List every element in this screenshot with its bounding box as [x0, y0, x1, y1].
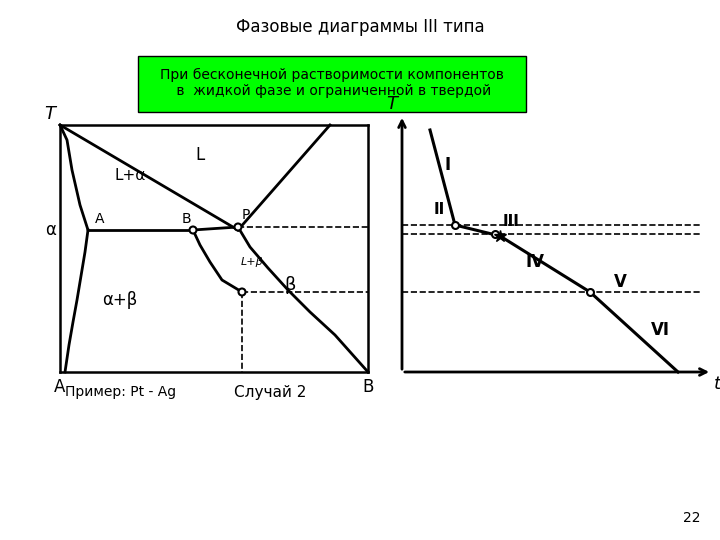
Text: β: β — [284, 276, 296, 294]
Text: Случай 2: Случай 2 — [234, 385, 306, 400]
Text: T: T — [386, 95, 397, 113]
Text: B: B — [362, 378, 374, 396]
Text: A: A — [54, 378, 66, 396]
Text: II: II — [433, 202, 445, 217]
Text: T: T — [44, 105, 55, 123]
Text: Пример: Pt - Ag: Пример: Pt - Ag — [65, 385, 176, 399]
Text: При бесконечной растворимости компонентов
 в  жидкой фазе и ограниченной в тверд: При бесконечной растворимости компоненто… — [160, 68, 504, 98]
Text: IV: IV — [526, 253, 544, 271]
Circle shape — [238, 288, 246, 295]
Text: L+β: L+β — [240, 257, 264, 267]
Text: P: P — [242, 208, 251, 222]
Text: α: α — [45, 221, 56, 239]
Circle shape — [235, 224, 241, 231]
Text: V: V — [613, 273, 626, 291]
Text: B: B — [181, 212, 191, 226]
Text: α+β: α+β — [102, 291, 138, 309]
FancyBboxPatch shape — [138, 56, 526, 112]
Text: L: L — [195, 146, 204, 164]
Text: A: A — [95, 212, 104, 226]
Text: L+α: L+α — [114, 167, 145, 183]
Text: I: I — [445, 156, 451, 174]
Text: t: t — [714, 375, 720, 393]
Text: 22: 22 — [683, 511, 700, 525]
Circle shape — [189, 226, 197, 233]
Text: III: III — [503, 214, 520, 229]
Text: VI: VI — [650, 321, 670, 339]
Text: Фазовые диаграммы III типа: Фазовые диаграммы III типа — [235, 18, 485, 36]
